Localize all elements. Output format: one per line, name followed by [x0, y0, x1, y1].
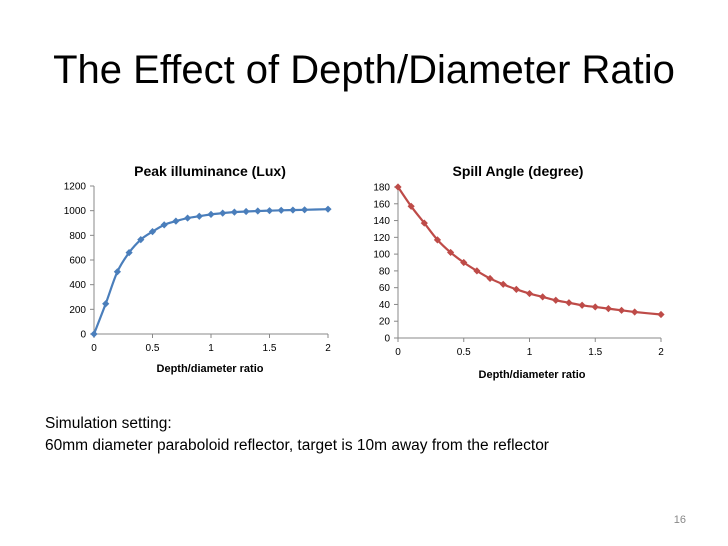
data-point	[160, 221, 168, 229]
data-point	[499, 280, 507, 288]
data-point	[460, 258, 468, 267]
y-tick-label: 60	[379, 283, 391, 294]
data-point	[137, 236, 145, 244]
x-tick-label: 1	[208, 343, 214, 354]
data-point	[433, 236, 442, 244]
chart-marks	[90, 205, 332, 338]
data-point	[219, 209, 227, 217]
peak-illuminance-chart-svg: Peak illuminance (Lux) 0 200 400 600 800 1000…	[64, 163, 332, 375]
y-tick-label: 600	[69, 256, 86, 267]
data-point	[230, 208, 238, 216]
y-tick-label: 20	[379, 317, 391, 328]
series-line	[92, 208, 329, 335]
chart-title: Peak illuminance (Lux)	[134, 163, 286, 179]
data-point	[148, 228, 157, 236]
data-point	[301, 206, 309, 214]
spill-angle-chart: Spill Angle (degree) 0 20 40 60 80 100 120 140 1…	[352, 150, 682, 390]
peak-illuminance-chart: Peak illuminance (Lux) 0 200 400 600 800 1000…	[48, 150, 348, 390]
data-point	[631, 308, 639, 316]
chart-marks	[394, 183, 665, 319]
x-tick-label: 0	[395, 347, 401, 358]
data-point	[591, 303, 599, 311]
x-tick-label: 1.5	[588, 347, 602, 358]
x-tick-label: 1.5	[263, 343, 277, 354]
data-point	[90, 330, 98, 338]
y-tick-label: 80	[379, 266, 391, 277]
x-tick-label: 0.5	[457, 347, 471, 358]
y-tick-label: 400	[69, 280, 86, 291]
data-point	[512, 285, 520, 293]
data-point	[578, 301, 586, 309]
chart-axes: 0 20 40 60 80 100 120 140 160 180 0 0.5 1 1.5 2	[373, 183, 664, 359]
data-point	[254, 207, 262, 215]
x-tick-label: 2	[658, 347, 664, 358]
data-point	[657, 310, 665, 319]
data-point	[289, 206, 297, 214]
data-point	[102, 300, 110, 308]
data-point	[565, 299, 573, 307]
data-point	[277, 206, 285, 214]
page-number: 16	[673, 514, 686, 526]
y-tick-label: 0	[384, 334, 390, 345]
data-point	[172, 217, 180, 225]
data-point	[394, 183, 402, 191]
note-heading: Simulation setting:	[45, 415, 172, 432]
data-point	[552, 296, 560, 304]
x-tick-label: 1	[527, 347, 533, 358]
data-point	[242, 207, 250, 216]
data-point	[539, 293, 547, 301]
data-point	[195, 212, 203, 220]
data-point	[207, 210, 215, 218]
data-point	[617, 306, 626, 314]
note-body: 60mm diameter paraboloid reflector, targ…	[45, 437, 549, 454]
x-tick-label: 2	[325, 343, 331, 354]
simulation-note: Simulation setting: 60mm diameter parabo…	[45, 413, 549, 457]
y-tick-label: 0	[80, 330, 86, 341]
y-tick-label: 140	[373, 216, 390, 227]
slide-title: The Effect of Depth/Diameter Ratio	[53, 48, 675, 92]
y-tick-label: 800	[69, 231, 86, 242]
y-tick-label: 200	[69, 305, 86, 316]
y-tick-label: 1000	[64, 206, 87, 217]
data-point	[113, 268, 121, 276]
y-tick-label: 40	[379, 300, 391, 311]
data-point	[184, 214, 192, 222]
chart-title: Spill Angle (degree)	[453, 163, 584, 179]
x-tick-label: 0.5	[146, 343, 160, 354]
data-point	[525, 289, 534, 298]
x-axis-label: Depth/diameter ratio	[157, 363, 264, 375]
y-tick-label: 120	[373, 233, 390, 244]
x-axis-label: Depth/diameter ratio	[479, 369, 586, 381]
data-point	[125, 249, 133, 257]
y-tick-label: 180	[373, 183, 390, 194]
y-tick-label: 100	[373, 250, 390, 261]
data-point	[604, 305, 612, 313]
y-tick-label: 1200	[64, 182, 87, 193]
spill-angle-chart-svg: Spill Angle (degree) 0204060801001201401…	[373, 163, 665, 381]
data-point	[324, 205, 332, 213]
chart-axes: 0 200 400 600 800 1000 1200 0 0.5 1 1.5 2	[64, 182, 331, 355]
y-tick-label: 160	[373, 199, 390, 210]
data-point	[265, 207, 274, 215]
x-tick-label: 0	[91, 343, 97, 354]
